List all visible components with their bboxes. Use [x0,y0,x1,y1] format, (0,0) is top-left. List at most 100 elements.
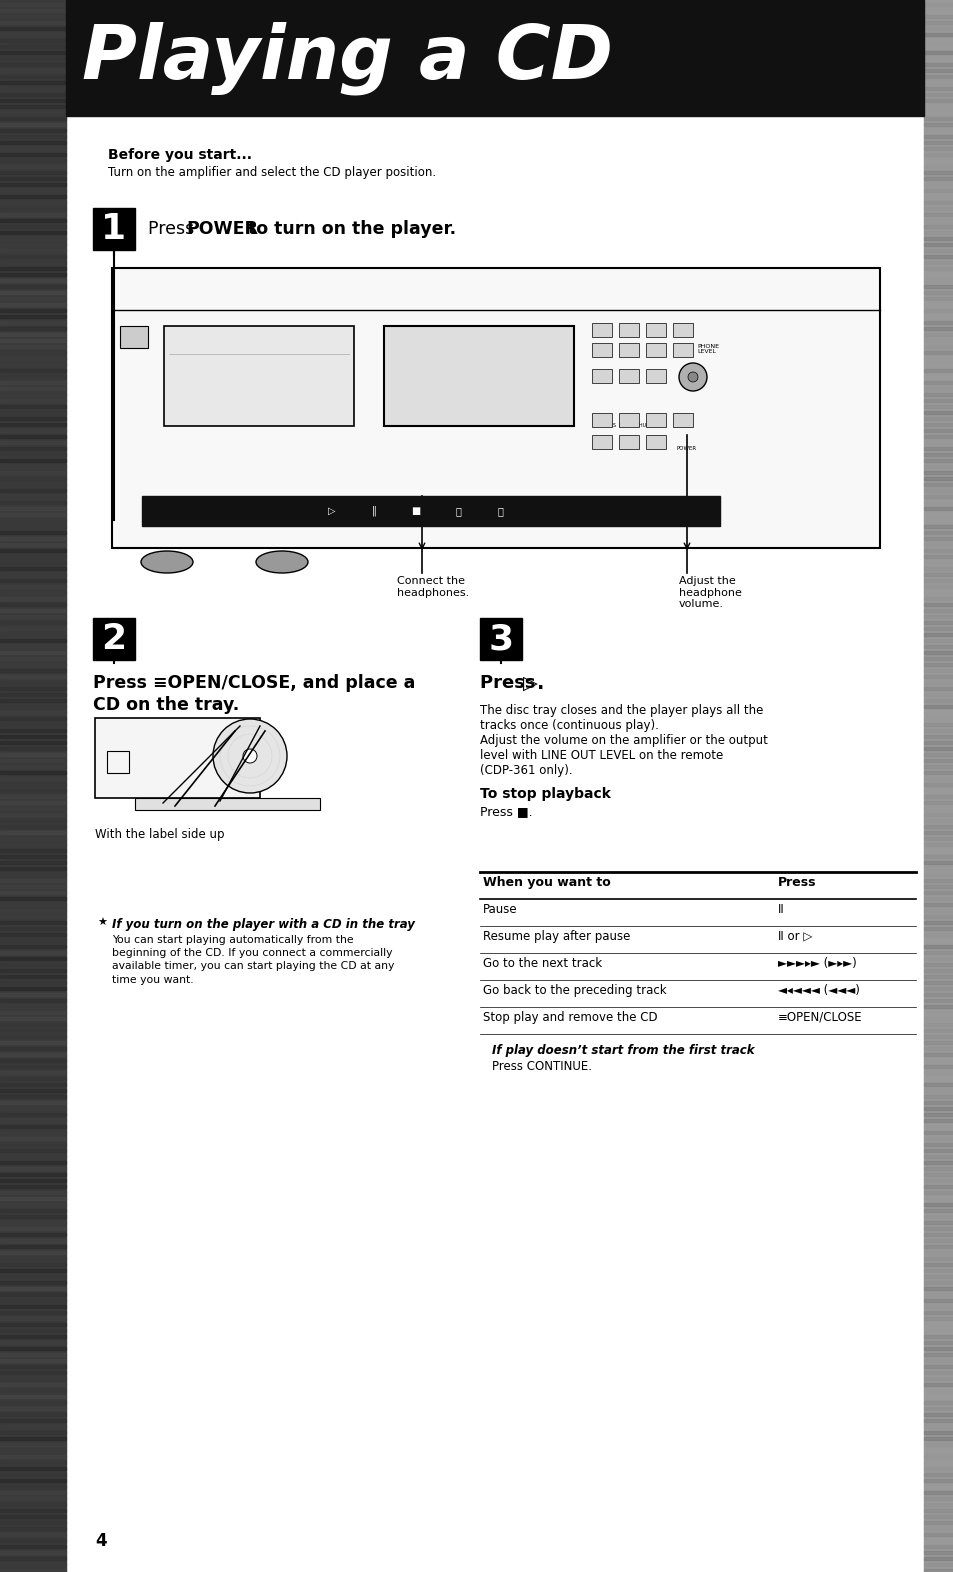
Bar [923,663,953,667]
Bar [923,555,953,558]
Bar [923,1126,953,1129]
Bar [0,1258,66,1261]
Bar [923,123,953,126]
Bar [923,981,953,984]
Bar [923,1539,953,1542]
Bar [923,1258,953,1261]
Bar [0,1130,66,1133]
Bar [0,387,66,390]
Bar [0,795,66,799]
Bar [923,1209,953,1212]
Bar [0,1228,66,1229]
Bar [923,538,953,541]
Bar [0,314,66,318]
Bar [923,1166,953,1170]
Bar [0,825,66,828]
Bar [0,789,66,792]
Text: (CDP-361 only).: (CDP-361 only). [479,764,572,777]
Bar [0,82,66,83]
Bar [0,1119,66,1122]
Bar [0,615,66,618]
Text: 4: 4 [95,1533,107,1550]
Text: ≡OPEN/CLOSE: ≡OPEN/CLOSE [778,1011,862,1023]
Bar [923,795,953,799]
Bar [92,208,135,250]
Bar [618,435,639,450]
Bar [923,495,953,498]
Bar [120,325,148,347]
Bar [923,1437,953,1440]
Text: tracks once (continuous play).: tracks once (continuous play). [479,718,659,733]
Bar [923,1113,953,1116]
Bar [0,357,66,360]
Bar [0,303,66,307]
Bar [0,99,66,102]
Bar [0,1287,66,1291]
Bar [0,141,66,145]
Bar [112,267,879,549]
Bar [672,413,692,428]
Bar [0,938,66,942]
Bar [0,574,66,575]
Bar [923,872,953,876]
Bar [0,231,66,234]
Bar [0,836,66,839]
Bar [923,27,953,30]
Bar [923,549,953,552]
Bar [923,93,953,96]
Bar [0,693,66,696]
Bar [66,0,923,116]
Bar [0,1437,66,1440]
Bar [923,50,953,53]
Bar [923,1545,953,1548]
Bar [923,351,953,354]
Bar [923,178,953,181]
Bar [0,148,66,149]
Bar [0,219,66,222]
Bar [0,634,66,637]
Bar [923,1245,953,1248]
Bar [0,1017,66,1020]
Bar [923,1311,953,1314]
Bar [923,1228,953,1229]
Bar [0,542,66,545]
Bar [0,57,66,60]
Bar [923,700,953,703]
Bar [923,987,953,990]
Bar [0,1324,66,1327]
Bar [923,1083,953,1086]
Bar [923,885,953,888]
Bar [923,297,953,300]
Bar [0,1552,66,1555]
Bar [0,442,66,443]
Bar [923,1503,953,1506]
Bar [923,1467,953,1470]
Bar [923,711,953,714]
Bar [92,618,135,660]
Bar [923,681,953,684]
Bar [0,3,66,6]
Bar [0,393,66,396]
Bar [0,806,66,810]
Bar [0,1005,66,1008]
Bar [923,736,953,737]
Bar [0,1515,66,1519]
Bar [0,310,66,311]
Bar [0,1281,66,1284]
Bar [923,717,953,720]
Bar [923,69,953,72]
Bar [923,1413,953,1416]
Bar [645,343,665,357]
Bar [0,704,66,707]
Text: If you turn on the player with a CD in the tray: If you turn on the player with a CD in t… [112,918,415,931]
Bar [923,861,953,865]
Bar [0,195,66,198]
Bar [0,674,66,678]
Text: Go to the next track: Go to the next track [482,957,601,970]
Bar [923,938,953,942]
Bar [0,423,66,426]
Bar [0,1064,66,1067]
Bar [923,1119,953,1122]
Bar [923,567,953,571]
Bar [923,1335,953,1338]
